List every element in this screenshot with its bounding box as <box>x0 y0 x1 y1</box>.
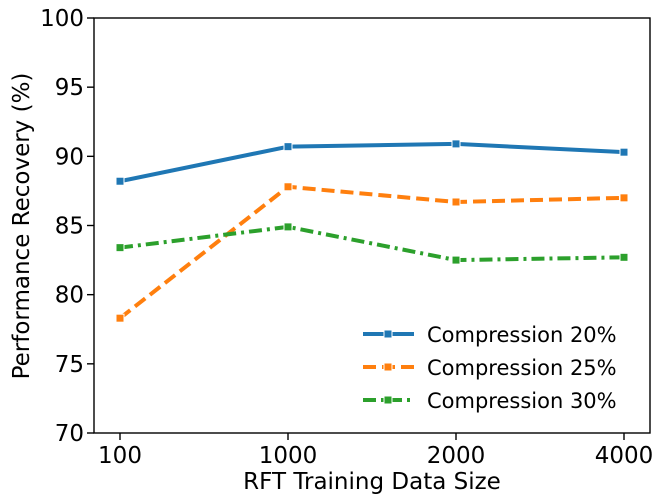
x-axis: 100 1000 2000 4000 <box>98 433 653 469</box>
data-point <box>619 252 629 262</box>
data-point <box>619 193 629 203</box>
series-line-3 <box>119 224 625 263</box>
data-point <box>115 176 125 186</box>
x-axis-title: RFT Training Data Size <box>243 469 501 495</box>
x-tick-label: 100 <box>98 443 142 469</box>
data-point <box>451 139 461 149</box>
legend-label-1: Compression 20% <box>427 323 617 347</box>
legend: Compression 20% Compression 25% Compressio… <box>363 323 617 413</box>
legend-marker <box>383 329 393 339</box>
series-line-1 <box>119 141 625 184</box>
data-point <box>115 243 125 253</box>
y-tick-label: 95 <box>55 75 84 101</box>
y-tick-label: 90 <box>55 144 84 170</box>
legend-marker <box>383 395 393 405</box>
series-line-2 <box>118 184 625 320</box>
plot-lines <box>118 141 625 320</box>
x-tick-label: 2000 <box>427 443 486 469</box>
data-point <box>115 313 125 323</box>
x-tick-label: 1000 <box>259 443 318 469</box>
y-tick-label: 80 <box>55 283 84 309</box>
data-point <box>283 182 293 192</box>
data-point <box>451 255 461 265</box>
legend-label-2: Compression 25% <box>427 356 617 380</box>
y-tick-label: 85 <box>55 214 84 240</box>
y-axis-title: Performance Recovery (%) <box>9 73 35 380</box>
y-tick-label: 70 <box>55 421 84 447</box>
y-tick-label: 100 <box>40 6 84 32</box>
plot-markers <box>115 139 629 323</box>
y-axis: 70 75 80 85 90 95 100 <box>40 6 94 447</box>
data-point <box>451 197 461 207</box>
data-point <box>619 147 629 157</box>
x-tick-label: 4000 <box>595 443 654 469</box>
data-point <box>283 222 293 232</box>
data-point <box>283 142 293 152</box>
legend-label-3: Compression 30% <box>427 389 617 413</box>
y-tick-label: 75 <box>55 352 84 378</box>
legend-marker <box>383 362 393 372</box>
